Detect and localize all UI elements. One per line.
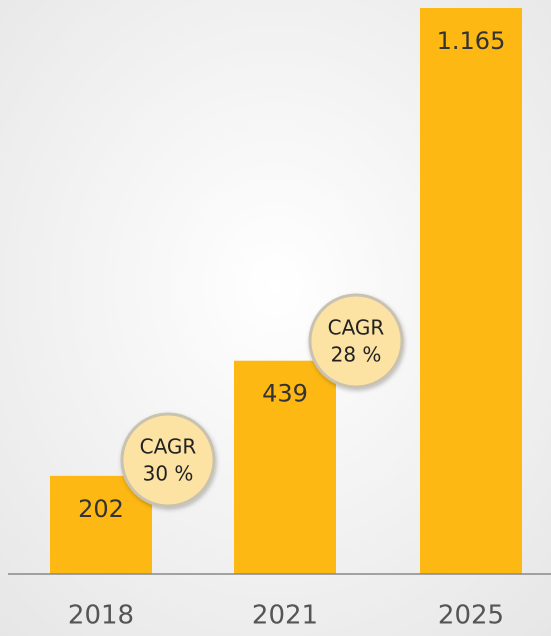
cagr-value: 30 % xyxy=(143,462,194,486)
x-tick-label: 2018 xyxy=(68,601,134,631)
value-label: 1.165 xyxy=(437,27,506,55)
x-tick-label: 2025 xyxy=(438,601,504,631)
bar xyxy=(420,8,522,574)
bar xyxy=(234,360,336,574)
x-tick-label: 2021 xyxy=(252,601,318,631)
cagr-value: 28 % xyxy=(331,343,382,367)
value-label: 202 xyxy=(78,495,124,523)
cagr-label: CAGR xyxy=(328,316,385,340)
cagr-badge xyxy=(308,293,404,389)
cagr-badge xyxy=(120,412,216,508)
cagr-label: CAGR xyxy=(140,435,197,459)
value-label: 439 xyxy=(262,380,308,408)
